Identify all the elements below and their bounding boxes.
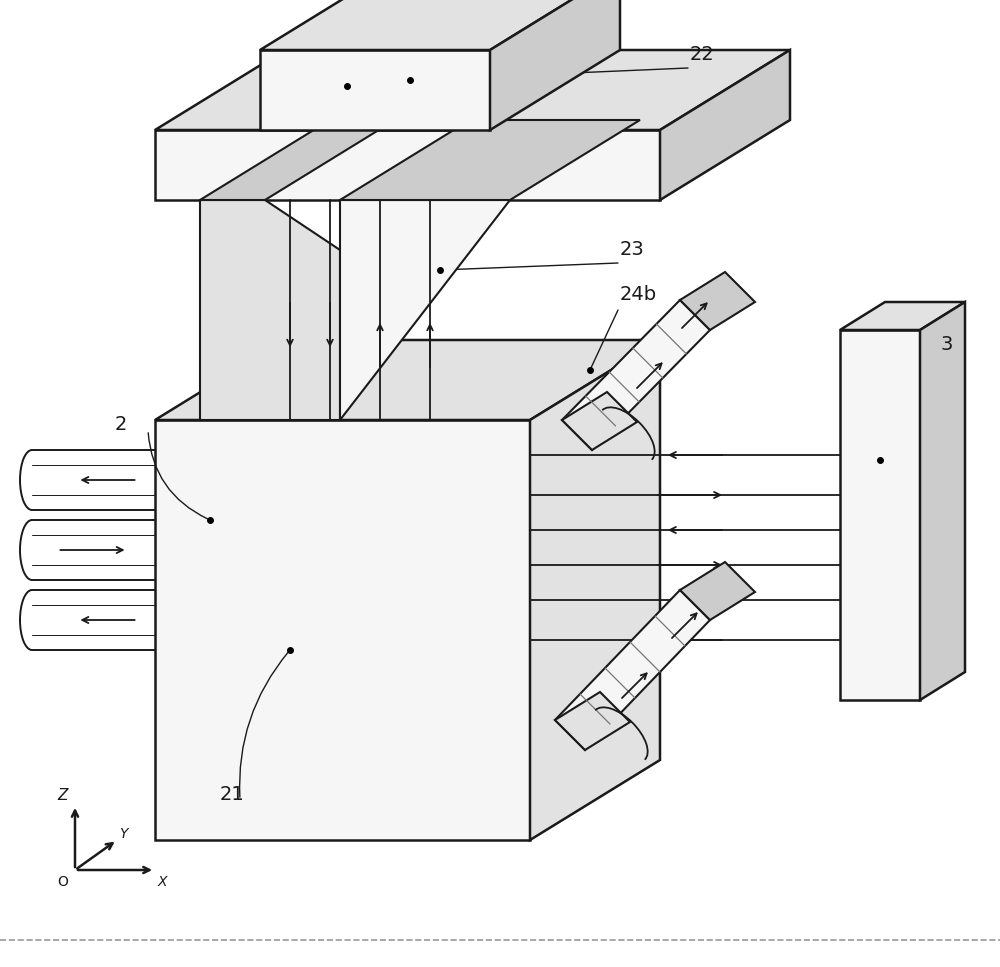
Polygon shape — [680, 562, 755, 620]
Polygon shape — [260, 50, 490, 130]
Text: 24b: 24b — [620, 285, 657, 304]
Polygon shape — [555, 692, 630, 750]
Polygon shape — [555, 590, 710, 750]
FancyArrowPatch shape — [148, 433, 207, 519]
Text: Z: Z — [57, 788, 68, 803]
Polygon shape — [340, 120, 640, 200]
Text: 21: 21 — [220, 785, 245, 804]
Polygon shape — [340, 200, 510, 420]
Polygon shape — [155, 420, 530, 840]
Text: 3: 3 — [940, 335, 952, 354]
Polygon shape — [680, 272, 755, 330]
Polygon shape — [530, 340, 660, 840]
Polygon shape — [260, 0, 620, 50]
Text: O: O — [57, 875, 68, 889]
Polygon shape — [660, 50, 790, 200]
FancyArrowPatch shape — [240, 652, 288, 797]
FancyArrowPatch shape — [901, 359, 935, 397]
Polygon shape — [562, 300, 710, 450]
Polygon shape — [840, 302, 965, 330]
Text: 23: 23 — [620, 240, 645, 259]
Polygon shape — [920, 302, 965, 700]
Text: X: X — [158, 875, 168, 889]
Polygon shape — [200, 120, 395, 200]
Polygon shape — [155, 50, 790, 130]
Text: Y: Y — [119, 827, 128, 841]
Polygon shape — [562, 392, 637, 450]
Polygon shape — [155, 340, 660, 420]
Polygon shape — [840, 330, 920, 700]
Polygon shape — [490, 0, 620, 130]
Polygon shape — [155, 130, 660, 200]
Text: 2: 2 — [115, 415, 127, 434]
Polygon shape — [200, 200, 340, 420]
Text: 22: 22 — [690, 45, 715, 64]
